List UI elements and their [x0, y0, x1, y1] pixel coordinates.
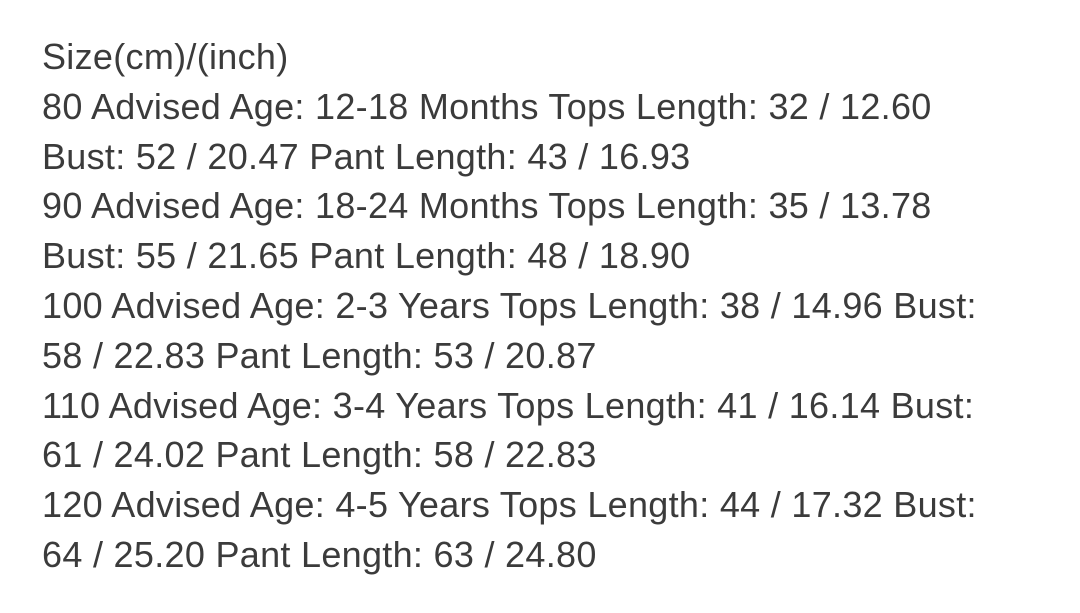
size-chart-line-2: Bust: 52 / 20.47 Pant Length: 43 / 16.93	[42, 135, 691, 177]
size-chart: Size(cm)/(inch) 80 Advised Age: 12-18 Mo…	[42, 36, 977, 575]
size-chart-line-5: 100 Advised Age: 2-3 Years Tops Length: …	[42, 284, 977, 326]
size-chart-line-10: 64 / 25.20 Pant Length: 63 / 24.80	[42, 533, 597, 575]
size-chart-line-1: 80 Advised Age: 12-18 Months Tops Length…	[42, 85, 932, 127]
size-chart-line-6: 58 / 22.83 Pant Length: 53 / 20.87	[42, 334, 597, 376]
size-chart-line-9: 120 Advised Age: 4-5 Years Tops Length: …	[42, 484, 977, 526]
size-chart-line-4: Bust: 55 / 21.65 Pant Length: 48 / 18.90	[42, 235, 691, 277]
size-chart-title: Size(cm)/(inch)	[42, 36, 289, 77]
size-chart-line-8: 61 / 24.02 Pant Length: 58 / 22.83	[42, 434, 597, 476]
size-chart-line-7: 110 Advised Age: 3-4 Years Tops Length: …	[42, 384, 975, 426]
size-chart-line-3: 90 Advised Age: 18-24 Months Tops Length…	[42, 185, 932, 227]
